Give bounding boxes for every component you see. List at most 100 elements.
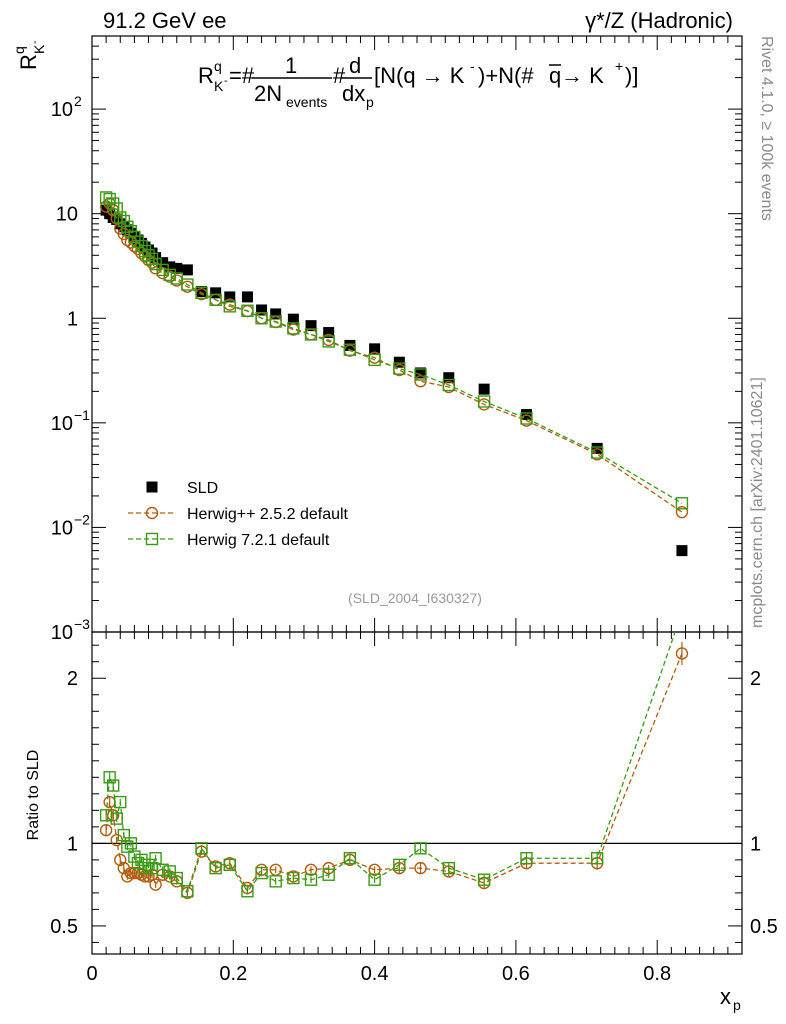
ratio-point xyxy=(103,771,116,784)
legend-marker xyxy=(145,506,159,520)
data-point xyxy=(110,202,123,215)
ratio-point xyxy=(414,842,427,855)
ratio-point xyxy=(322,868,335,881)
legend-label: SLD xyxy=(187,480,218,497)
data-point xyxy=(477,395,491,408)
ratio-point xyxy=(209,861,222,875)
ratio-point xyxy=(149,852,162,865)
x-tick-label: 0.8 xyxy=(643,963,671,985)
ratio-tick-label: 1 xyxy=(67,833,78,855)
x-tick-label: 0.6 xyxy=(502,963,530,985)
ratio-point xyxy=(304,873,318,886)
y-tick-label: 10 xyxy=(56,204,78,226)
formula-den-sub: events xyxy=(286,94,327,110)
ratio-point xyxy=(121,840,134,853)
formula-lhs: R xyxy=(198,63,214,88)
ratio-point xyxy=(195,842,208,855)
y-tick-label-exp: −1 xyxy=(74,407,90,423)
ratio-point xyxy=(110,812,123,825)
watermark: (SLD_2004_I630327) xyxy=(348,590,482,606)
ratio-point xyxy=(414,861,427,875)
formula-rest3: → K xyxy=(561,63,604,88)
ratio-point xyxy=(99,823,113,837)
legend-marker xyxy=(146,481,158,493)
ratio-point xyxy=(149,878,162,891)
data-point xyxy=(121,220,134,233)
data-point xyxy=(255,312,268,325)
data-point xyxy=(369,343,381,355)
data-point xyxy=(256,304,268,316)
ratio-tick-label: 2 xyxy=(67,668,78,690)
data-point xyxy=(196,286,208,298)
ratio-point xyxy=(368,863,381,876)
data-point xyxy=(478,383,490,395)
title-left: 91.2 GeV ee xyxy=(103,8,227,33)
data-point xyxy=(224,291,236,303)
formula-den: 2N xyxy=(254,81,282,106)
data-point xyxy=(210,287,222,299)
x-axis-label-sub: p xyxy=(733,997,741,1013)
data-point xyxy=(414,368,427,381)
ratio-frame xyxy=(91,631,743,955)
y-tick-label: 1 xyxy=(67,308,78,330)
data-point xyxy=(343,343,357,356)
data-point xyxy=(323,327,335,339)
y-axis-label: R q K - xyxy=(11,40,47,70)
data-point xyxy=(675,505,689,519)
ratio-series xyxy=(99,607,689,900)
data-point xyxy=(442,378,455,392)
ratio-series-2 xyxy=(99,607,687,898)
data-point xyxy=(181,264,193,276)
data-point xyxy=(163,268,176,282)
data-point xyxy=(241,304,254,317)
ratio-point xyxy=(106,809,120,822)
data-point xyxy=(269,315,282,328)
ratio-point xyxy=(477,873,491,886)
data-point xyxy=(393,362,406,375)
ratio-point xyxy=(287,871,300,885)
x-tick-label: 0 xyxy=(86,963,97,985)
legend-label: Herwig 7.2.1 default xyxy=(187,532,330,549)
ratio-point xyxy=(269,875,282,888)
ratio-point xyxy=(128,850,141,863)
y-axis-label-sub: K xyxy=(31,44,47,54)
data-point xyxy=(414,375,427,388)
data-point xyxy=(270,308,282,320)
formula-rest3-sup: + xyxy=(615,58,623,74)
data-point xyxy=(241,291,253,303)
formula-d-den: dx xyxy=(342,81,365,106)
title-right: γ*/Z (Hadronic) xyxy=(585,8,733,33)
ratio-point xyxy=(124,837,138,850)
data-point xyxy=(676,545,688,557)
ratio-tick-label-right: 2 xyxy=(750,668,761,690)
formula-d-den-sub: p xyxy=(366,94,374,110)
ratio-point xyxy=(114,853,127,867)
ratio-point xyxy=(343,852,357,865)
data-point xyxy=(195,286,208,300)
ratio-point xyxy=(368,873,381,886)
ratio-point xyxy=(241,885,254,898)
data-point xyxy=(393,356,405,368)
ratio-point xyxy=(304,863,318,876)
x-tick-label: 0.4 xyxy=(361,963,389,985)
formula-qbar: q xyxy=(549,63,561,88)
data-point xyxy=(114,211,127,224)
data-point xyxy=(157,257,169,269)
legend-item: Herwig++ 2.5.2 default xyxy=(128,506,349,523)
ratio-point xyxy=(223,858,236,872)
data-point xyxy=(368,353,381,367)
series-2 xyxy=(99,191,689,510)
data-point xyxy=(138,244,152,258)
data-point xyxy=(322,335,335,348)
side-label-top: Rivet 4.1.0, ≥ 100k events xyxy=(758,36,775,221)
series-0 xyxy=(100,204,688,557)
formula-d-num: d xyxy=(349,53,361,78)
data-point xyxy=(305,320,317,332)
ratio-tick-label-right: 0.5 xyxy=(750,916,778,938)
data-point xyxy=(223,300,236,313)
ratio-point xyxy=(676,607,687,618)
ratio-point xyxy=(181,885,194,898)
y-axis-label-main: R xyxy=(16,54,41,70)
ratio-tick-label-right: 1 xyxy=(750,833,761,855)
ratio-point xyxy=(170,871,183,885)
